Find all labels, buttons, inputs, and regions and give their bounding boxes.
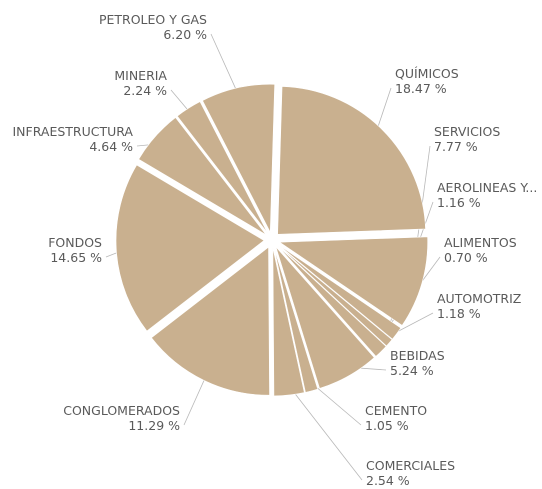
slice-value-petroleo-y-gas: 6.20 % [163,27,207,42]
slice-infraestructura [138,117,267,235]
slice-value-fondos: 14.65 % [50,250,102,265]
slice-label-mineria: MINERIA [114,68,167,83]
slice-label-petroleo-y-gas: PETROLEO Y GAS [99,12,207,27]
slice-cemento [273,247,319,393]
slice-value-mineria: 2.24 % [123,83,167,98]
slice-value-comerciales: 2.54 % [366,473,410,488]
slice-label-cemento: CEMENTO [365,403,427,418]
slice-value-bebidas: 5.24 % [390,363,434,378]
slice-value-automotriz: 1.18 % [437,306,481,321]
slice-label-bebidas: BEBIDAS [390,348,445,363]
slice-value-aerolineas-y: 1.16 % [437,195,481,210]
slice-value-quimicos: 18.47 % [395,81,447,96]
leader-line-comerciales [287,384,363,481]
slice-automotriz [277,245,387,357]
slice-value-conglomerados: 11.29 % [128,418,180,433]
slice-mineria [176,101,268,234]
slice-label-servicios: SERVICIOS [434,124,500,139]
slice-bebidas [275,246,375,389]
slice-servicios [278,236,428,326]
slice-label-fondos: FONDOS [48,235,102,250]
slice-label-quimicos: QUÍMICOS [395,66,459,81]
slice-label-aerolineas-y: AEROLINEAS Y... [437,180,537,195]
slice-label-conglomerados: CONGLOMERADOS [63,403,180,418]
leader-line-petroleo-y-gas [210,33,241,99]
pie-slices [115,83,428,397]
slice-fondos [115,164,265,332]
slice-aerolineas-y [278,244,402,340]
slice-petroleo-y-gas [202,83,275,233]
slice-value-alimentos: 0.70 % [444,250,488,265]
slice-value-infraestructura: 4.64 % [89,139,133,154]
slice-label-automotriz: AUTOMOTRIZ [437,291,521,306]
slice-label-comerciales: COMERCIALES [366,458,455,473]
slice-label-infraestructura: INFRAESTRUCTURA [12,124,133,139]
slice-quimicos [277,86,426,235]
slice-value-servicios: 7.77 % [434,139,478,154]
slice-alimentos [277,245,393,347]
slice-conglomerados [150,246,270,396]
slice-label-alimentos: ALIMENTOS [444,235,517,250]
slice-value-cemento: 1.05 % [365,418,409,433]
slice-comerciales [272,247,305,397]
